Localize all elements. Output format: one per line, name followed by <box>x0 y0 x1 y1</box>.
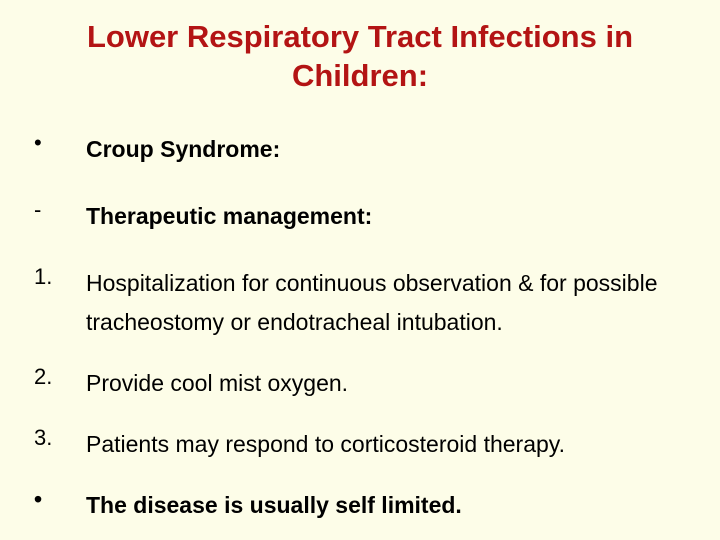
list-text: The disease is usually self limited. <box>86 486 690 525</box>
list-text: Hospitalization for continuous observati… <box>86 264 690 342</box>
item-list: • Croup Syndrome: - Therapeutic manageme… <box>30 130 690 526</box>
list-marker: 2. <box>30 364 86 390</box>
list-text: Provide cool mist oxygen. <box>86 364 690 403</box>
list-marker: - <box>30 197 86 223</box>
list-item: - Therapeutic management: <box>30 197 690 236</box>
list-item: 3. Patients may respond to corticosteroi… <box>30 425 690 464</box>
list-text: Therapeutic management: <box>86 197 690 236</box>
list-item: 1. Hospitalization for continuous observ… <box>30 264 690 342</box>
list-marker: • <box>30 486 86 513</box>
list-marker: 1. <box>30 264 86 290</box>
list-marker: 3. <box>30 425 86 451</box>
slide-title: Lower Respiratory Tract Infections in Ch… <box>30 18 690 96</box>
list-marker: • <box>30 130 86 156</box>
list-item: • The disease is usually self limited. <box>30 486 690 525</box>
list-item: 2. Provide cool mist oxygen. <box>30 364 690 403</box>
list-item: • Croup Syndrome: <box>30 130 690 169</box>
list-text: Croup Syndrome: <box>86 130 690 169</box>
list-text: Patients may respond to corticosteroid t… <box>86 425 690 464</box>
